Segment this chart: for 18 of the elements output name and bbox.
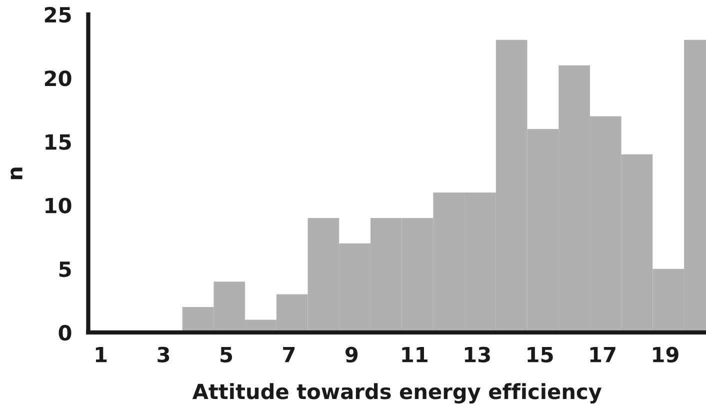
x-tick-label: 11: [402, 346, 428, 362]
x-tick-label: 7: [283, 346, 295, 362]
y-tick-label: 15: [46, 134, 71, 150]
x-axis-title: Attitude towards energy efficiency: [192, 383, 602, 404]
y-tick-label: 5: [59, 262, 71, 278]
x-tick-label: 3: [158, 346, 170, 362]
y-tick-label: 10: [46, 198, 72, 214]
x-tick-label: 13: [464, 346, 490, 362]
x-tick-label: 1: [96, 346, 107, 362]
x-tick-label: 5: [220, 346, 232, 362]
x-tick-label: 15: [528, 346, 553, 362]
y-axis-title: n: [10, 168, 22, 180]
x-tick-label: 19: [653, 346, 678, 362]
y-tick-label: 20: [44, 70, 72, 86]
x-tick-label: 17: [590, 346, 616, 362]
y-tick-label: 25: [44, 6, 71, 23]
x-tick-label: 9: [345, 346, 358, 362]
y-tick-label: 0: [58, 324, 72, 341]
